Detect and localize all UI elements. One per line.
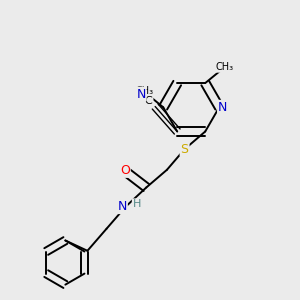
Text: O: O [120,164,130,177]
Text: H: H [133,199,141,209]
Text: S: S [181,143,189,156]
Text: N: N [118,200,127,213]
Text: CH₃: CH₃ [215,62,233,72]
Text: N: N [218,101,227,114]
Text: CH₃: CH₃ [135,86,153,96]
Text: N: N [136,88,146,100]
Text: C: C [145,96,153,106]
